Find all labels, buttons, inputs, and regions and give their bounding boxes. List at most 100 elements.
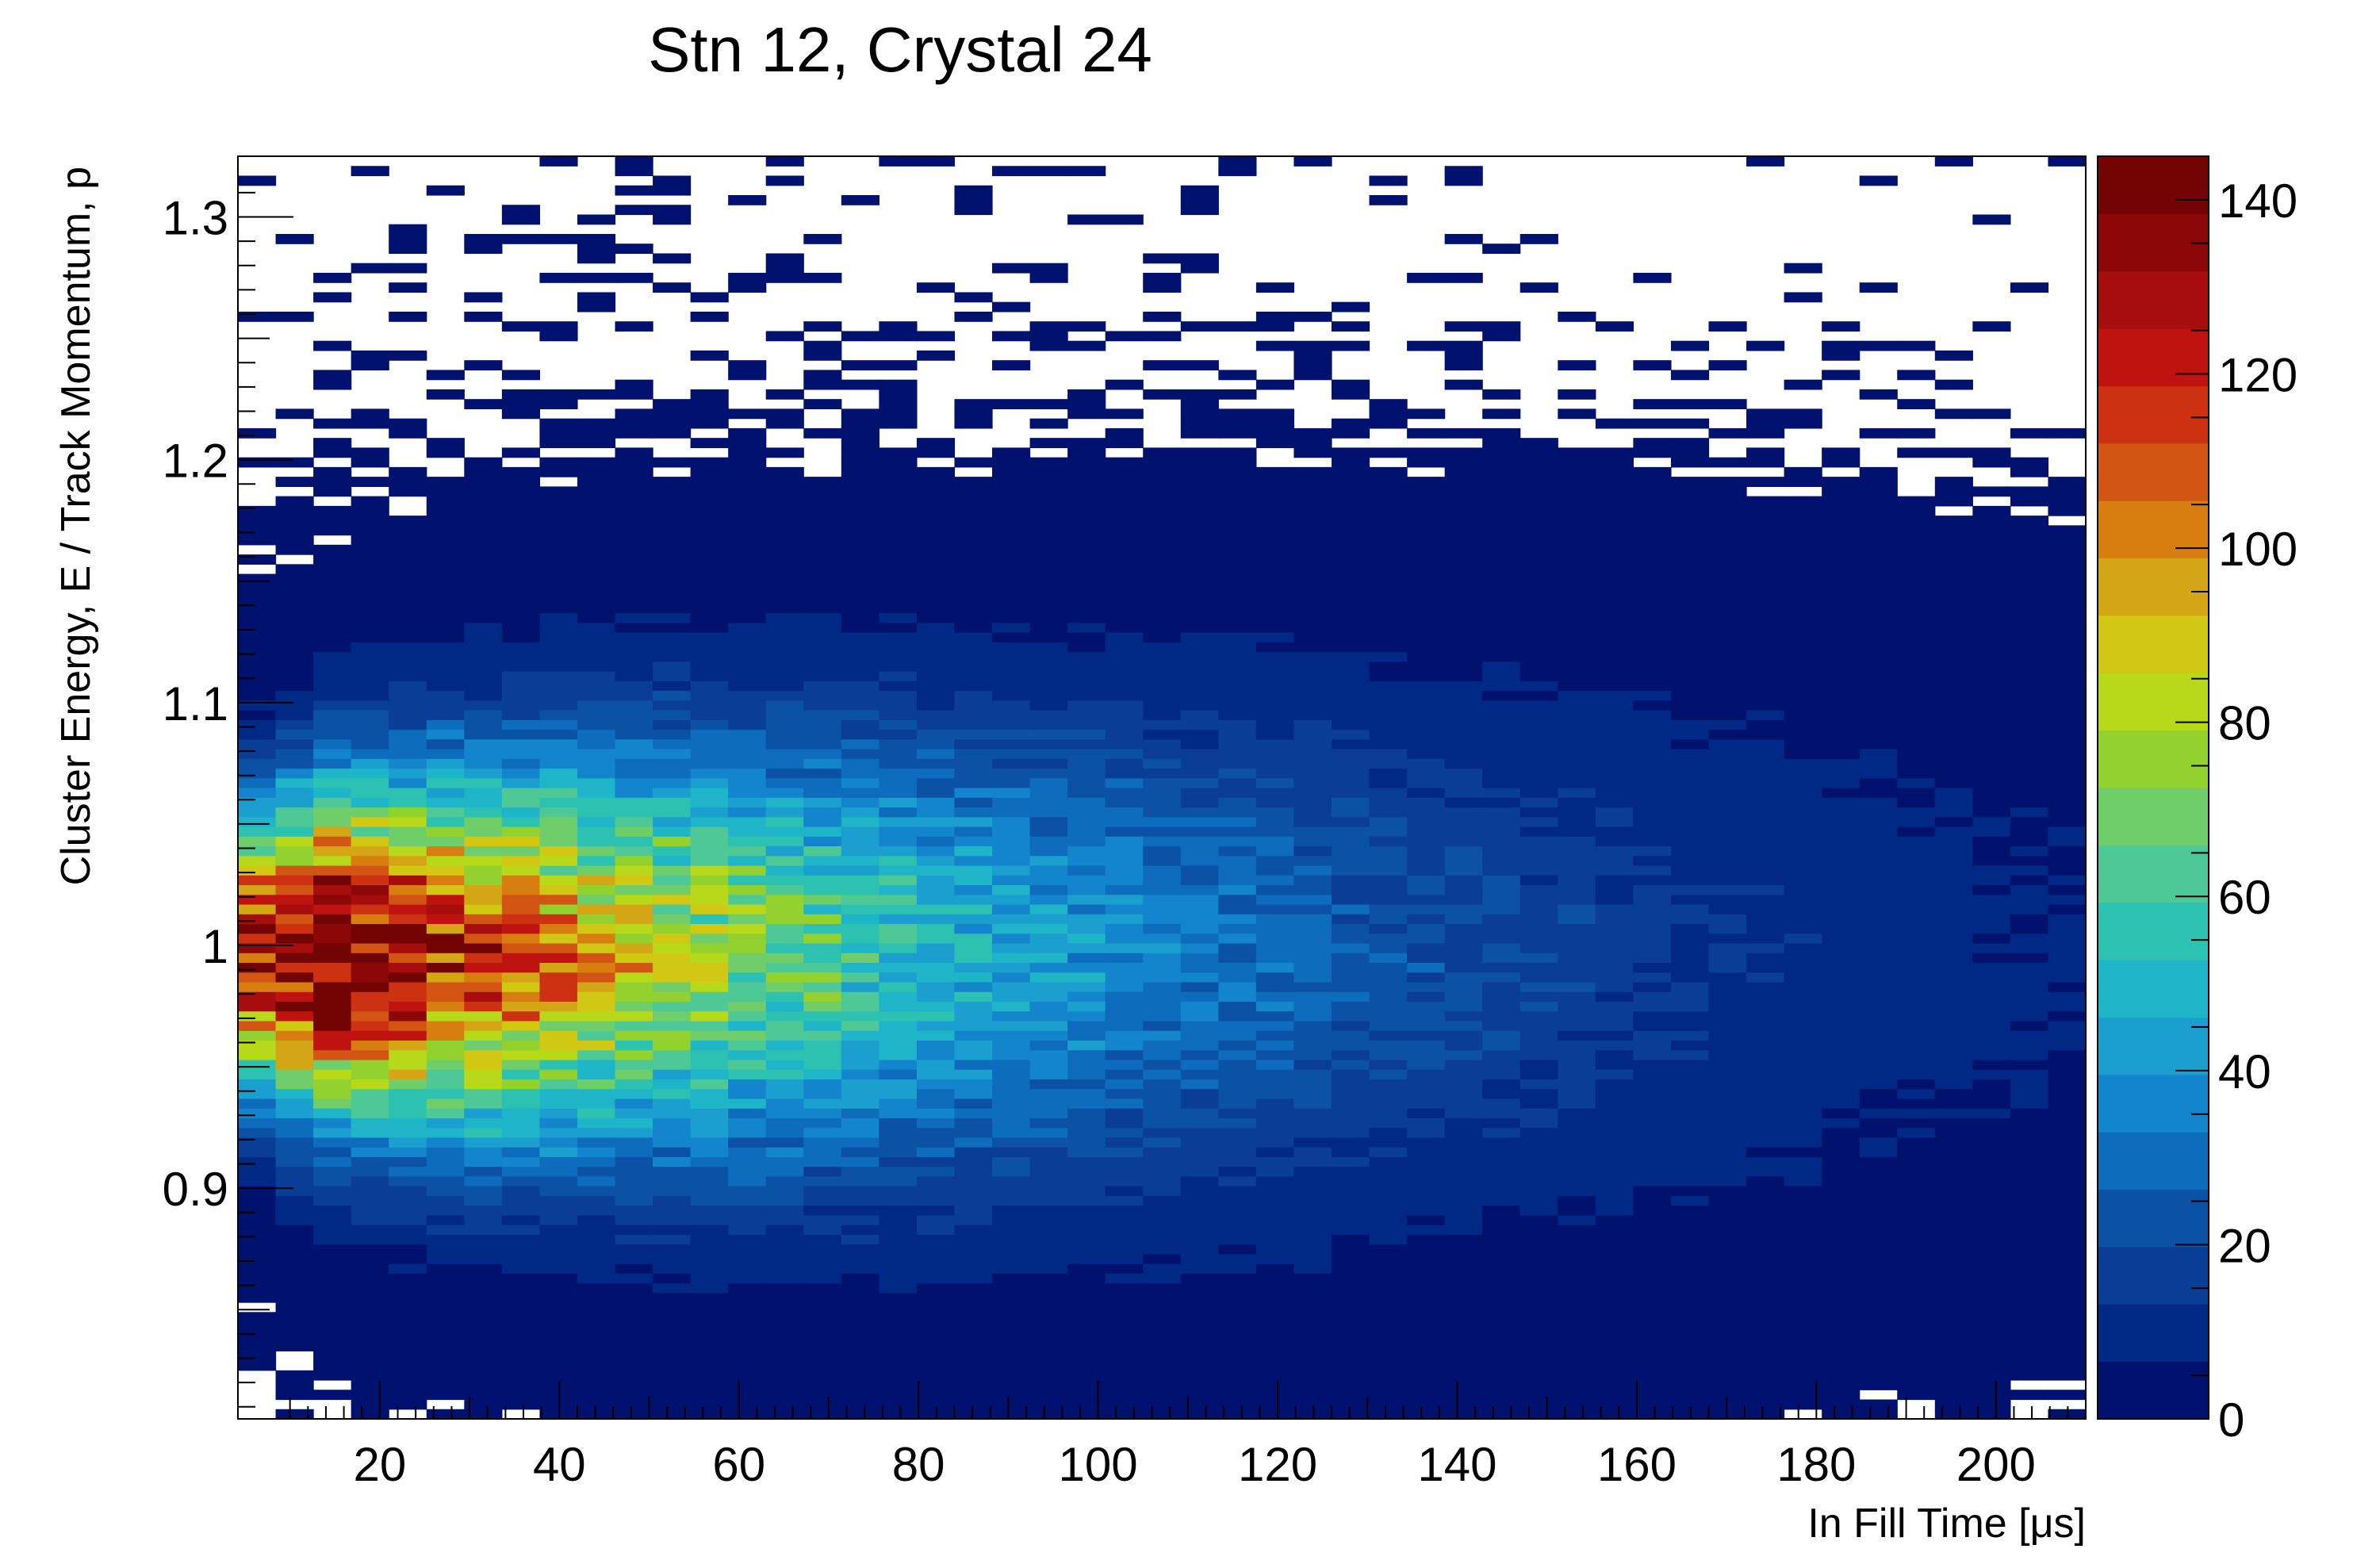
heatmap-cell [992,642,1031,653]
heatmap-cell [1708,1127,1747,1138]
heatmap-cell [1934,544,1973,555]
heatmap-cell [577,1088,616,1099]
heatmap-cell [653,612,692,623]
heatmap-cell [1670,1302,1710,1313]
heatmap-cell [841,1186,880,1196]
heatmap-cell [803,758,842,769]
heatmap-cell [1369,466,1408,477]
heatmap-cell [690,816,729,827]
heatmap-cell [879,651,918,662]
heatmap-cell [238,661,277,672]
heatmap-cell [1595,1302,1634,1313]
heatmap-cell [389,933,427,944]
heatmap-cell [653,1108,692,1118]
heatmap-cell [1708,749,1747,759]
heatmap-cell [954,622,993,633]
heatmap-cell [728,700,767,711]
heatmap-cell [1331,1282,1370,1294]
heatmap-cell [1407,933,1446,944]
heatmap-cell [2010,1370,2049,1381]
heatmap-cell [1293,1292,1332,1303]
heatmap-cell [389,981,427,992]
heatmap-cell [1708,554,1747,565]
heatmap-cell [1558,777,1596,788]
heatmap-cell [464,1049,503,1060]
heatmap-cell [1708,836,1747,847]
heatmap-cell [1369,525,1408,536]
heatmap-cell [577,671,616,681]
heatmap-cell [653,496,692,507]
heatmap-cell [1143,272,1182,283]
heatmap-cell [1519,583,1558,594]
heatmap-cell [1708,845,1747,857]
heatmap-cell [879,661,918,672]
heatmap-cell [765,175,804,186]
heatmap-cell [1067,457,1106,468]
heatmap-cell [1218,466,1257,477]
heatmap-cell [1067,593,1106,604]
heatmap-cell [1255,622,1295,633]
heatmap-cell [389,263,427,274]
heatmap-cell [1670,923,1710,934]
heatmap-cell [1331,1079,1370,1090]
heatmap-cell [1143,1118,1182,1129]
heatmap-cell [501,933,541,944]
heatmap-cell [916,1214,956,1225]
heatmap-cell [389,1069,427,1079]
heatmap-cell [1029,272,1068,283]
heatmap-cell [879,632,918,642]
heatmap-cell [1067,1331,1106,1342]
heatmap-cell [1708,710,1747,720]
heatmap-cell [351,1156,389,1167]
heatmap-cell [841,700,880,711]
heatmap-cell [1708,1244,1747,1255]
heatmap-cell [1293,583,1332,594]
heatmap-cell [615,1399,653,1410]
heatmap-cell [1934,1098,1973,1109]
heatmap-cell [879,826,918,837]
heatmap-cell [1255,914,1295,925]
heatmap-cell [501,797,541,808]
heatmap-cell [464,1127,503,1138]
heatmap-cell [1143,1409,1182,1420]
heatmap-cell [1859,1205,1898,1216]
heatmap-cell [728,612,767,623]
heatmap-cell [426,1409,465,1420]
heatmap-cell [1105,408,1144,420]
heatmap-cell [1029,1020,1068,1031]
heatmap-cell [879,738,918,749]
heatmap-cell [1143,729,1182,740]
heatmap-cell [765,632,804,642]
heatmap-cell [1407,447,1446,458]
heatmap-cell [2010,1030,2049,1041]
heatmap-cell [238,1147,277,1157]
heatmap-cell [1897,1390,1936,1401]
heatmap-cell [879,1001,918,1012]
heatmap-cell [615,593,653,604]
heatmap-cell [1218,777,1257,788]
heatmap-cell [1407,981,1446,992]
heatmap-cell [275,1108,314,1118]
heatmap-cell [765,903,804,914]
heatmap-cell [464,671,503,681]
heatmap-cell [1859,612,1898,623]
heatmap-cell [1331,1321,1370,1332]
heatmap-cell [1595,1166,1634,1177]
heatmap-cell [690,700,729,711]
heatmap-cell [1519,671,1558,681]
heatmap-cell [464,1137,503,1148]
heatmap-cell [954,758,993,769]
heatmap-cell [313,505,352,516]
heatmap-cell [1708,923,1747,934]
heatmap-cell [1934,942,1973,953]
heatmap-cell [1331,700,1370,711]
heatmap-cell [1444,942,1483,953]
heatmap-cell [1029,1175,1068,1187]
heatmap-cell [1972,603,2011,614]
heatmap-cell [1067,1390,1106,1401]
heatmap-cell [992,1010,1031,1022]
heatmap-cell [539,1225,578,1235]
heatmap-cell [728,593,767,604]
heatmap-cell [1519,593,1558,604]
heatmap-cell [1746,1399,1785,1410]
